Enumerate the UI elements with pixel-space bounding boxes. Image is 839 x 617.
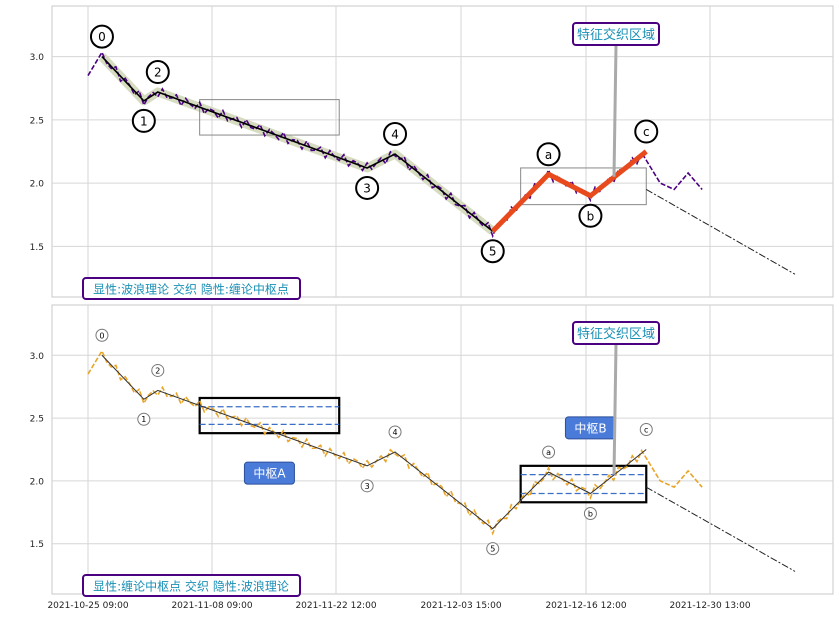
zhongshu-b-box — [520, 167, 647, 206]
y-tick-label: 2.0 — [30, 180, 45, 190]
zhongshu-label: 中枢B — [574, 420, 606, 435]
wave-point-label: 3 — [365, 482, 370, 491]
annotation-box — [572, 321, 660, 345]
wave-point-marker — [639, 423, 653, 436]
caption-box — [82, 574, 301, 597]
wave-point-marker — [131, 108, 156, 133]
wave-point-label: 3 — [363, 181, 371, 195]
zhongshu-a-box — [199, 99, 340, 136]
x-tick-label: 2021-12-30 13:00 — [669, 601, 750, 611]
zhongshu-box — [198, 396, 341, 435]
annotation-label: 特征交织区域 — [577, 326, 655, 342]
wave-point-marker — [151, 363, 165, 377]
caption-label: 显性:波浪理论 交织 隐性:缠论中枢点 — [93, 282, 289, 297]
wave-point-marker — [145, 60, 170, 85]
wave-point-marker — [542, 445, 556, 459]
projection-line — [646, 486, 796, 572]
wave-point-marker — [355, 175, 380, 200]
plot-area — [51, 304, 834, 595]
wave-point-label: 1 — [140, 114, 148, 128]
wave-point-marker — [360, 479, 374, 493]
x-tick-label: 2021-10-25 09:00 — [47, 601, 128, 611]
wave-correction-line — [490, 149, 648, 233]
wave-point-label: 5 — [490, 545, 495, 554]
x-tick-label: 2021-11-22 12:00 — [295, 601, 376, 611]
y-tick-label: 2.5 — [30, 415, 44, 425]
x-tick-label: 2021-11-08 09:00 — [171, 601, 252, 611]
y-tick-label: 3.0 — [30, 352, 45, 362]
y-tick-label: 1.5 — [30, 243, 44, 253]
wave-point-marker — [383, 122, 408, 147]
wave-point-label: 0 — [99, 331, 104, 340]
wave-point-marker — [95, 328, 109, 342]
caption-box — [82, 277, 301, 300]
x-tick-label: 2021-12-16 12:00 — [545, 601, 626, 611]
x-tick-label: 2021-12-03 15:00 — [420, 601, 501, 611]
wave-point-marker — [578, 203, 603, 228]
zhongshu-label-bg — [243, 461, 295, 485]
price-series — [87, 349, 703, 536]
wave-point-label: b — [588, 509, 593, 518]
projection-line — [646, 189, 796, 275]
wave-point-label: 4 — [391, 128, 399, 142]
y-tick-label: 2.5 — [30, 116, 44, 126]
wave-point-label: c — [643, 125, 650, 139]
wave-point-marker — [536, 142, 561, 167]
y-tick-label: 1.5 — [30, 540, 44, 550]
caption-label: 显性:缠论中枢点 交织 隐性:波浪理论 — [93, 579, 289, 594]
annotation-box — [572, 22, 660, 46]
wave-point-label: c — [644, 426, 648, 435]
wave-point-marker — [486, 542, 500, 556]
wave-point-label: a — [546, 448, 551, 457]
wave-point-label: 2 — [155, 366, 160, 375]
wave-line — [101, 354, 647, 530]
annotation-pointer — [612, 45, 618, 177]
zhongshu-label: 中枢A — [253, 466, 286, 481]
wave-point-marker — [480, 239, 505, 264]
y-tick-label: 3.0 — [30, 53, 45, 63]
wave-point-label: 4 — [392, 428, 397, 437]
plot-area — [51, 5, 834, 298]
wave-point-label: 1 — [141, 415, 146, 424]
wave-point-label: a — [545, 148, 552, 162]
chart-panel-bottom: 3.0 2.5 2.0 1.5 中枢A 中枢B 0 1 2 3 4 5 a b c 特征交织区域显性:缠论中枢… — [30, 304, 834, 597]
y-tick-label: 2.0 — [30, 477, 45, 487]
wave-point-marker — [89, 24, 114, 49]
wave-point-marker — [583, 506, 597, 520]
wave-point-label: 5 — [489, 245, 497, 259]
wave-point-marker — [137, 412, 151, 426]
wave-point-label: 2 — [154, 66, 162, 80]
wave-point-marker — [634, 119, 659, 144]
annotation-pointer — [612, 344, 618, 475]
wave-point-label: b — [587, 209, 595, 223]
zhongshu-box — [519, 464, 648, 504]
wave-point-marker — [388, 425, 402, 439]
wave-impulse-line — [101, 56, 494, 232]
wave-point-label: 0 — [98, 30, 106, 44]
annotation-label: 特征交织区域 — [577, 27, 655, 43]
